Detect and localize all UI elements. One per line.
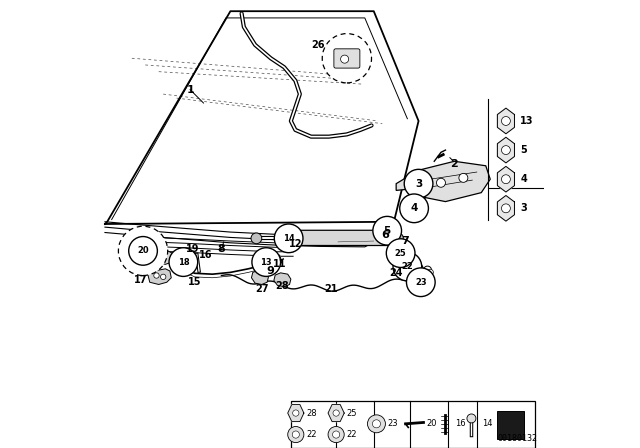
- Text: 22: 22: [307, 430, 317, 439]
- Polygon shape: [403, 262, 423, 275]
- Circle shape: [373, 216, 401, 245]
- Bar: [497, 411, 524, 439]
- Circle shape: [394, 233, 403, 242]
- Text: 13: 13: [260, 258, 272, 267]
- FancyBboxPatch shape: [292, 230, 393, 246]
- Polygon shape: [125, 244, 148, 265]
- Circle shape: [169, 248, 198, 276]
- Text: 1: 1: [186, 85, 194, 95]
- Text: 3: 3: [520, 203, 527, 213]
- Text: 13: 13: [520, 116, 534, 126]
- Circle shape: [424, 266, 431, 274]
- Text: 17: 17: [134, 275, 148, 285]
- Bar: [291, 401, 535, 448]
- Text: 2: 2: [451, 159, 458, 168]
- Circle shape: [161, 274, 166, 280]
- Text: 14: 14: [482, 419, 493, 428]
- Circle shape: [502, 146, 510, 155]
- Text: 12: 12: [289, 239, 302, 249]
- Text: 20: 20: [426, 419, 436, 428]
- Circle shape: [323, 34, 372, 83]
- Text: 28: 28: [275, 281, 289, 291]
- Text: 23: 23: [387, 419, 398, 428]
- Text: 11: 11: [273, 259, 287, 269]
- Text: 5: 5: [383, 226, 391, 236]
- Text: 23: 23: [415, 278, 427, 287]
- Text: 15: 15: [188, 277, 202, 287]
- Text: 18: 18: [177, 258, 189, 267]
- Circle shape: [393, 252, 422, 281]
- Text: 25: 25: [395, 249, 406, 258]
- Text: 27: 27: [255, 284, 269, 293]
- Circle shape: [459, 173, 468, 182]
- Text: 16: 16: [199, 250, 212, 260]
- Text: 16: 16: [455, 419, 466, 428]
- Circle shape: [292, 431, 300, 438]
- Circle shape: [275, 224, 303, 253]
- Text: 22: 22: [347, 430, 357, 439]
- Circle shape: [291, 235, 303, 247]
- Circle shape: [131, 252, 138, 259]
- Text: 24: 24: [389, 268, 403, 278]
- Circle shape: [251, 233, 262, 244]
- Text: 22: 22: [401, 262, 413, 271]
- Circle shape: [367, 415, 385, 433]
- Text: 25: 25: [347, 409, 357, 418]
- Circle shape: [400, 194, 428, 223]
- Circle shape: [502, 116, 510, 125]
- Circle shape: [502, 204, 510, 213]
- Circle shape: [404, 169, 433, 198]
- Polygon shape: [154, 251, 174, 264]
- Circle shape: [129, 237, 157, 265]
- Circle shape: [467, 414, 476, 423]
- Circle shape: [406, 268, 435, 297]
- Circle shape: [502, 175, 510, 184]
- Polygon shape: [497, 108, 515, 134]
- Polygon shape: [105, 11, 419, 224]
- Polygon shape: [274, 273, 291, 287]
- Text: 8: 8: [218, 244, 225, 254]
- Text: O0180132: O0180132: [497, 434, 538, 443]
- Circle shape: [372, 420, 380, 428]
- Polygon shape: [148, 269, 172, 284]
- Circle shape: [328, 426, 344, 443]
- Text: 4: 4: [410, 203, 418, 213]
- Text: 26: 26: [311, 40, 324, 50]
- Polygon shape: [268, 253, 282, 267]
- Polygon shape: [396, 161, 490, 202]
- Polygon shape: [497, 166, 515, 192]
- Polygon shape: [328, 405, 344, 422]
- FancyBboxPatch shape: [334, 49, 360, 68]
- Polygon shape: [497, 195, 515, 221]
- Text: 5: 5: [520, 145, 527, 155]
- Text: 19: 19: [186, 244, 199, 254]
- Polygon shape: [497, 137, 515, 163]
- Circle shape: [340, 55, 349, 63]
- Text: 21: 21: [324, 284, 338, 294]
- Text: 14: 14: [283, 234, 294, 243]
- Circle shape: [333, 431, 340, 438]
- Polygon shape: [252, 270, 269, 284]
- Text: 4: 4: [520, 174, 527, 184]
- Circle shape: [252, 248, 280, 276]
- Polygon shape: [288, 405, 304, 422]
- Circle shape: [333, 410, 339, 416]
- Circle shape: [387, 239, 415, 267]
- Circle shape: [409, 265, 417, 272]
- Circle shape: [288, 426, 304, 443]
- Circle shape: [292, 410, 299, 416]
- Text: 28: 28: [307, 409, 317, 418]
- Text: 20: 20: [137, 246, 149, 255]
- Text: 6: 6: [381, 230, 389, 240]
- Text: 3: 3: [415, 179, 422, 189]
- Circle shape: [436, 178, 445, 187]
- Circle shape: [154, 273, 159, 278]
- Text: 7: 7: [401, 236, 409, 246]
- Text: 9: 9: [267, 266, 275, 276]
- Circle shape: [118, 226, 168, 276]
- Circle shape: [136, 250, 143, 257]
- Circle shape: [427, 269, 433, 276]
